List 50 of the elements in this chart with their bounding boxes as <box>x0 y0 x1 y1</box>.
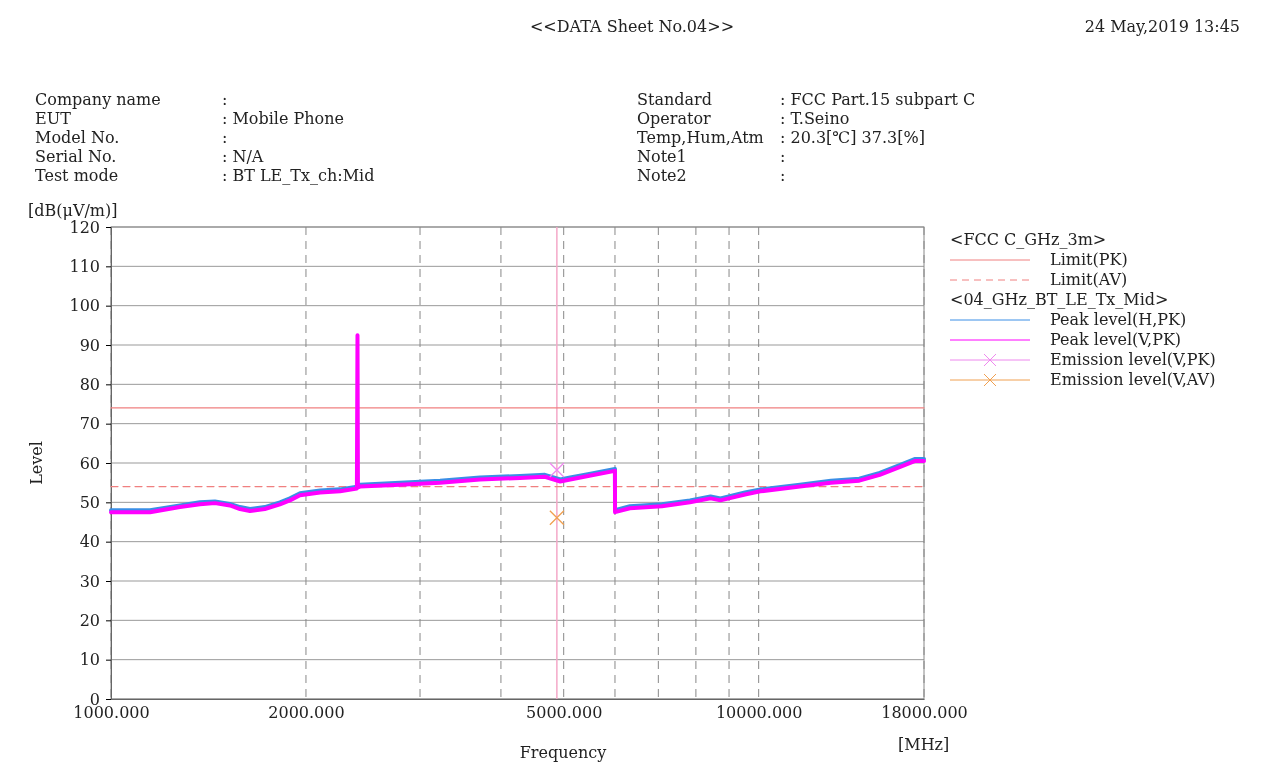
text: Serial No. <box>35 147 117 166</box>
y-tick-label: 70 <box>79 414 100 434</box>
text: Test mode <box>35 166 119 185</box>
text: : T.Seino <box>780 109 850 128</box>
y-tick-label: 30 <box>79 571 100 591</box>
legend-label: Limit(AV) <box>1050 270 1128 289</box>
text: EUT <box>35 109 72 128</box>
legend-label: Peak level(V,PK) <box>1050 330 1182 349</box>
text: : 20.3[℃] 37.3[%] <box>780 128 925 147</box>
legend-label: Emission level(V,PK) <box>1050 350 1216 369</box>
text: Temp,Hum,Atm <box>637 128 764 147</box>
legend-label: Peak level(H,PK) <box>1050 310 1187 329</box>
text: Company name <box>35 90 161 109</box>
y-tick-label: 90 <box>79 335 100 355</box>
text: [dB(μV/m)] <box>28 201 118 220</box>
text: : N/A <box>222 147 264 166</box>
text: 24 May,2019 13:45 <box>1084 17 1240 36</box>
text: Note2 <box>637 166 687 185</box>
x-tick-label: 2000.000 <box>268 703 345 723</box>
y-axis-title: Level <box>27 441 46 485</box>
text: : <box>780 166 786 185</box>
text: Model No. <box>35 128 120 147</box>
y-tick-label: 110 <box>69 256 100 276</box>
y-tick-label: 20 <box>79 610 100 630</box>
legend-label: Limit(PK) <box>1050 250 1128 269</box>
y-tick-label: 60 <box>79 453 100 473</box>
text: : Mobile Phone <box>222 109 344 128</box>
x-axis-title: Frequency <box>519 743 607 762</box>
y-tick-label: 40 <box>79 532 100 552</box>
text: [MHz] <box>898 735 950 754</box>
legend-title: <FCC C_GHz_3m> <box>950 230 1107 249</box>
y-tick-label: 100 <box>69 296 100 316</box>
legend-label: Emission level(V,AV) <box>1050 370 1216 389</box>
text: : BT LE_Tx_ch:Mid <box>222 166 375 185</box>
y-tick-label: 10 <box>79 650 100 670</box>
x-tick-label: 18000.000 <box>881 703 968 723</box>
text: Standard <box>637 90 712 109</box>
y-tick-label: 50 <box>79 492 100 512</box>
text: Operator <box>637 109 712 128</box>
text: : FCC Part.15 subpart C <box>780 90 976 109</box>
y-tick-label: 80 <box>79 374 100 394</box>
text: : <box>780 147 786 166</box>
x-tick-label: 10000.000 <box>715 703 803 723</box>
x-tick-label: 5000.000 <box>526 703 603 723</box>
chart-title: <<DATA Sheet No.04>> <box>529 17 735 36</box>
text: Note1 <box>637 147 687 166</box>
y-tick-label: 120 <box>69 217 100 237</box>
text: : <box>222 90 228 109</box>
text: <04_GHz_BT_LE_Tx_Mid> <box>950 290 1169 309</box>
text: : <box>222 128 228 147</box>
